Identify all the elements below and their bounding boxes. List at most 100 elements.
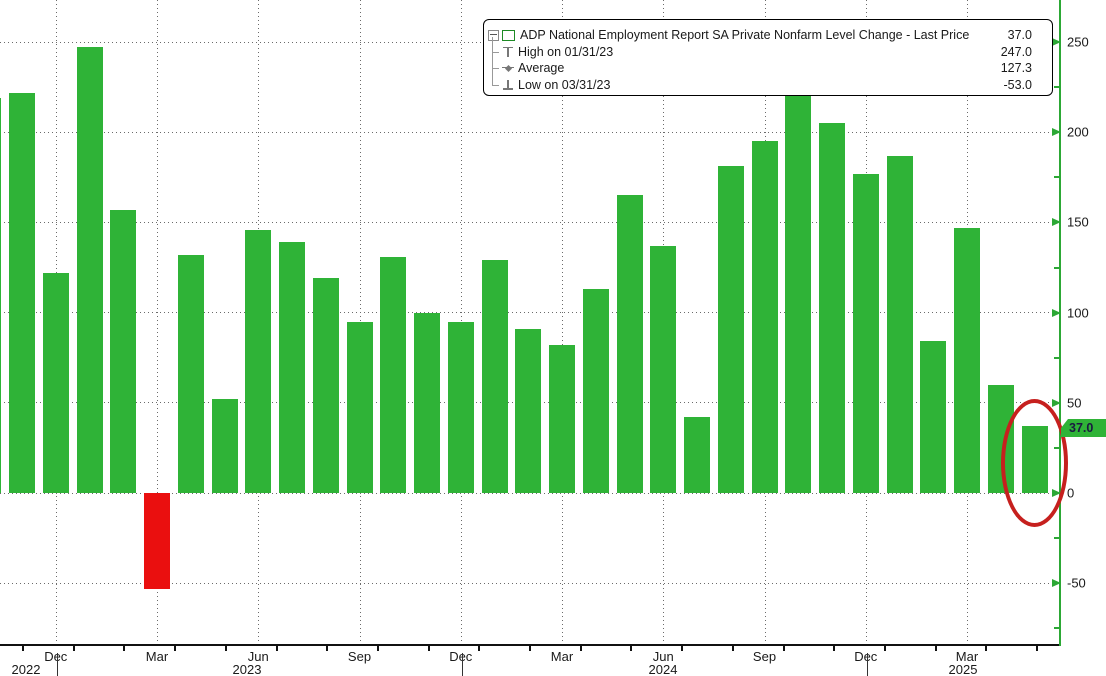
year-divider bbox=[461, 653, 463, 676]
low-label: Low on 03/31/23 bbox=[518, 77, 611, 92]
bar-Oct-22 bbox=[0, 97, 2, 493]
gridline-h-150 bbox=[0, 221, 1060, 223]
x-year-2025: 2025 bbox=[948, 662, 978, 676]
bar-Mar-25 bbox=[954, 227, 980, 493]
bar-Feb-24 bbox=[515, 328, 542, 493]
bar-Apr-23 bbox=[177, 254, 204, 493]
y-axis-label-250: 250 bbox=[1067, 34, 1089, 50]
year-divider bbox=[866, 653, 868, 676]
y-axis-minortick--75 bbox=[1054, 627, 1061, 630]
last-price-badge: 37.0 bbox=[1061, 419, 1106, 437]
x-axis-tick bbox=[833, 646, 836, 651]
legend-tree-stub bbox=[491, 51, 499, 53]
x-label-Dec-0: Dec bbox=[44, 649, 68, 664]
legend-tree-stub bbox=[491, 68, 499, 69]
legend-low-row: Low on 03/31/23 -53.0 bbox=[488, 77, 1032, 93]
high-label: High on 01/31/23 bbox=[518, 44, 614, 59]
legend-tree-line bbox=[491, 37, 493, 85]
gridline-h--50 bbox=[0, 582, 1060, 584]
legend-average-row: Average 127.3 bbox=[488, 60, 1032, 76]
y-axis-arrow-50 bbox=[1052, 398, 1061, 407]
x-label-Dec-4: Dec bbox=[449, 649, 473, 664]
bar-Jul-24 bbox=[684, 417, 710, 493]
y-axis-arrow-250 bbox=[1052, 38, 1061, 46]
x-axis-tick bbox=[681, 646, 684, 651]
x-axis-tick bbox=[224, 646, 227, 651]
y-axis-arrow--50 bbox=[1052, 579, 1061, 588]
x-label-Sep-7: Sep bbox=[752, 649, 777, 664]
high-marker-icon bbox=[502, 46, 514, 58]
legend-series-row: ADP National Employment Report SA Privat… bbox=[488, 27, 1032, 43]
bar-Jun-24 bbox=[650, 245, 677, 493]
x-axis-tick bbox=[478, 646, 481, 651]
x-axis-tick bbox=[174, 646, 177, 651]
bar-Mar-24 bbox=[549, 345, 575, 493]
x-axis-tick bbox=[985, 646, 988, 651]
bar-Sep-24 bbox=[751, 141, 778, 493]
y-axis-minortick-75 bbox=[1054, 356, 1061, 359]
x-label-Mar-5: Mar bbox=[550, 649, 574, 664]
bar-Nov-24 bbox=[819, 123, 845, 493]
bar-Oct-24 bbox=[785, 92, 812, 493]
x-axis-tick bbox=[630, 646, 633, 651]
bar-Dec-24 bbox=[852, 173, 879, 493]
bar-May-23 bbox=[211, 399, 238, 493]
y-axis-line bbox=[1059, 0, 1061, 646]
x-axis-tick bbox=[883, 646, 886, 651]
low-value: -53.0 bbox=[1003, 77, 1033, 92]
bar-Mar-23 bbox=[144, 493, 170, 589]
bar-Feb-25 bbox=[920, 341, 947, 493]
bar-Apr-24 bbox=[582, 289, 609, 493]
series-last-value: 37.0 bbox=[1007, 28, 1032, 42]
x-axis-tick bbox=[72, 646, 75, 651]
bar-Feb-23 bbox=[110, 209, 137, 493]
highlight-ellipse bbox=[1001, 399, 1068, 527]
bar-Oct-23 bbox=[380, 256, 407, 493]
x-year-2022: 2022 bbox=[11, 662, 41, 676]
bar-Jan-24 bbox=[481, 260, 508, 493]
x-axis-tick bbox=[427, 646, 430, 651]
x-axis-tick bbox=[326, 646, 329, 651]
x-axis-tick bbox=[529, 646, 531, 651]
x-year-2024: 2024 bbox=[648, 662, 678, 676]
x-axis-tick bbox=[376, 646, 379, 651]
y-axis-minortick-225 bbox=[1054, 86, 1061, 89]
y-axis-minortick--25 bbox=[1054, 537, 1061, 540]
legend-box: ADP National Employment Report SA Privat… bbox=[483, 19, 1053, 96]
x-axis-tick bbox=[275, 646, 278, 651]
legend-tree-stub bbox=[491, 84, 499, 86]
y-axis-arrow-100 bbox=[1052, 308, 1061, 317]
gridline-v-Mar '24 bbox=[562, 0, 563, 644]
average-value: 127.3 bbox=[1000, 61, 1032, 75]
x-axis-tick bbox=[782, 646, 785, 651]
x-axis-tick bbox=[123, 646, 126, 651]
x-label-Jun-6: Jun bbox=[652, 649, 674, 664]
x-label-Jun-2: Jun bbox=[247, 649, 269, 664]
x-axis-line bbox=[0, 644, 1061, 646]
y-axis-minortick-125 bbox=[1054, 266, 1061, 269]
y-axis-minortick-175 bbox=[1054, 176, 1061, 179]
bar-Dec-22 bbox=[42, 272, 69, 493]
average-label: Average bbox=[518, 61, 565, 75]
bar-Jan-25 bbox=[886, 155, 913, 493]
series-label: ADP National Employment Report SA Privat… bbox=[520, 28, 970, 42]
bar-Jul-23 bbox=[279, 242, 305, 493]
y-axis-arrow-200 bbox=[1052, 128, 1061, 137]
last-price-badge-text: 37.0 bbox=[1069, 421, 1094, 435]
x-axis-tick bbox=[731, 646, 734, 651]
bar-Aug-24 bbox=[717, 166, 744, 493]
y-axis-label-0: 0 bbox=[1067, 485, 1075, 501]
x-year-2023: 2023 bbox=[232, 662, 262, 676]
x-axis-tick bbox=[1036, 646, 1038, 651]
y-axis-arrow-150 bbox=[1052, 218, 1061, 227]
bar-Jun-23 bbox=[245, 229, 272, 493]
gridline-h-200 bbox=[0, 131, 1060, 133]
series-swatch-icon bbox=[502, 29, 515, 41]
y-axis-label--50: -50 bbox=[1067, 575, 1086, 591]
x-axis-tick bbox=[22, 646, 24, 651]
gridline-h-100 bbox=[0, 312, 1060, 314]
legend-high-row: High on 01/31/23 247.0 bbox=[488, 44, 1032, 60]
x-label-Mar-1: Mar bbox=[145, 649, 169, 664]
tree-collapse-icon[interactable] bbox=[488, 29, 499, 41]
